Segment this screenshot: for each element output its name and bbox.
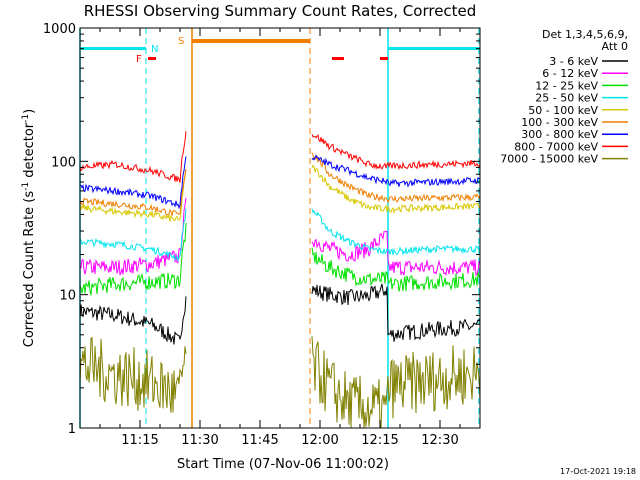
legend-label-4: 50 - 100 keV xyxy=(528,104,598,117)
y-axis-label-part-1: Corrected Count Rate (s xyxy=(22,191,37,348)
y-axis-label-part-3: ) xyxy=(22,109,37,114)
series-line-3 xyxy=(79,208,481,263)
x-tick-label-5: 12:30 xyxy=(421,433,458,448)
legend-label-3: 25 - 50 keV xyxy=(535,92,598,105)
chart-title: RHESSI Observing Summary Count Rates, Co… xyxy=(84,2,477,20)
series-line-7 xyxy=(79,131,481,183)
flare-flag-label: F xyxy=(136,54,142,65)
night-flag-label: N xyxy=(151,44,158,55)
x-tick-label-4: 12:15 xyxy=(361,433,398,448)
x-tick-label-2: 11:45 xyxy=(241,433,278,448)
legend-label-5: 100 - 300 keV xyxy=(521,116,598,129)
legend-header-line-1: Det 1,3,4,5,6,9, xyxy=(542,28,628,41)
flare-bar-1 xyxy=(332,57,344,60)
x-tick-label-3: 12:00 xyxy=(301,433,338,448)
y-tick-label-1: 10 xyxy=(59,289,76,304)
series-lines xyxy=(79,131,481,429)
saa-flag-label: S xyxy=(178,36,184,47)
night-bar-0 xyxy=(80,47,146,50)
legend-label-2: 12 - 25 keV xyxy=(535,79,598,92)
y-axis-label-superscript-1: -1 xyxy=(21,182,31,191)
legend-label-6: 300 - 800 keV xyxy=(521,128,598,141)
axis-ticks: 11:15 11:30 11:45 12:00 12:15 12:30 1 10 100 1000 xyxy=(43,22,480,448)
series-line-4 xyxy=(79,164,481,222)
night-bar-1 xyxy=(388,47,480,50)
x-axis-label: Start Time (07-Nov-06 11:00:02) xyxy=(177,457,389,472)
legend-label-1: 6 - 12 keV xyxy=(542,67,598,80)
series-line-2 xyxy=(79,222,481,296)
y-tick-label-3: 1000 xyxy=(43,22,76,37)
legend-label-7: 800 - 7000 keV xyxy=(514,140,598,153)
y-axis-label: Corrected Count Rate (s-1 detector-1) xyxy=(21,109,37,347)
x-tick-label-0: 11:15 xyxy=(121,433,158,448)
flare-bar-2 xyxy=(380,57,388,60)
saa-bar-0 xyxy=(192,39,310,43)
footer-timestamp: 17-Oct-2021 19:18 xyxy=(560,467,636,476)
legend-header-line-2: Att 0 xyxy=(602,40,628,53)
series-line-8 xyxy=(79,335,481,429)
x-tick-label-1: 11:30 xyxy=(181,433,218,448)
y-tick-label-2: 100 xyxy=(51,155,76,170)
legend-label-8: 7000 - 15000 keV xyxy=(500,153,598,166)
series-line-0 xyxy=(79,283,481,345)
y-tick-label-0: 1 xyxy=(68,422,76,437)
y-axis-label-superscript-2: -1 xyxy=(21,114,31,123)
series-line-6 xyxy=(79,154,481,210)
flare-bar-0 xyxy=(148,57,156,60)
legend-label-0: 3 - 6 keV xyxy=(549,55,598,68)
series-line-5 xyxy=(79,152,481,216)
y-axis-label-part-2: detector xyxy=(22,122,37,182)
